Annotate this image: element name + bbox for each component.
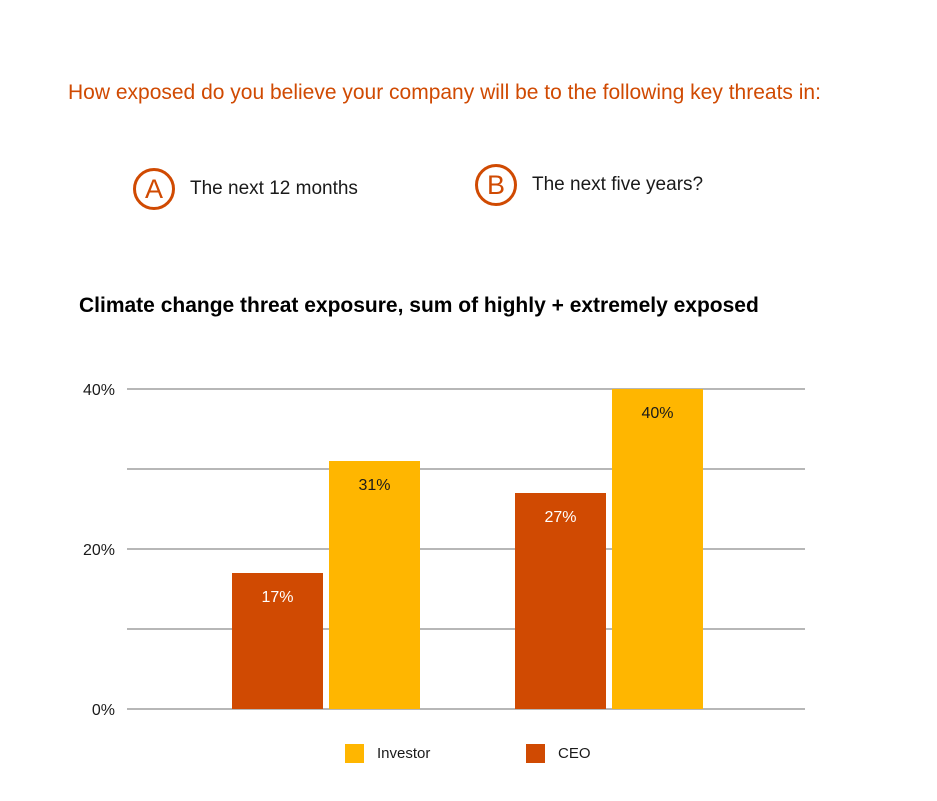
- legend-swatch-investor: [345, 744, 364, 763]
- y-tick-label: 0%: [92, 702, 115, 719]
- data-label: 40%: [641, 405, 673, 422]
- bar-investor: [612, 389, 703, 709]
- question-text: How exposed do you believe your company …: [68, 81, 821, 104]
- option-a-badge: A: [133, 168, 175, 210]
- bar-ceo: [232, 573, 323, 709]
- option-b-text: The next five years?: [532, 174, 704, 195]
- legend-swatch-ceo: [526, 744, 545, 763]
- y-tick-label: 40%: [83, 382, 115, 399]
- data-label: 27%: [544, 509, 576, 526]
- option-b: B The next five years?: [475, 164, 703, 206]
- data-label: 17%: [261, 589, 293, 606]
- y-tick-label: 20%: [83, 542, 115, 559]
- legend-label-investor: Investor: [377, 745, 431, 762]
- chart-title: Climate change threat exposure, sum of h…: [79, 294, 759, 317]
- bar-investor: [329, 461, 420, 709]
- data-label: 31%: [358, 477, 390, 494]
- option-a-text: The next 12 months: [190, 178, 358, 199]
- legend-label-ceo: CEO: [558, 745, 591, 762]
- legend-item-ceo: CEO: [526, 744, 591, 763]
- option-a: A The next 12 months: [133, 168, 358, 210]
- legend-item-investor: Investor: [345, 744, 430, 763]
- option-b-badge: B: [475, 164, 517, 206]
- bar-ceo: [515, 493, 606, 709]
